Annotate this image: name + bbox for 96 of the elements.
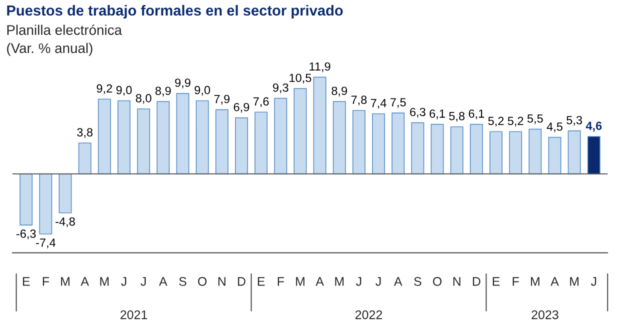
x-tick-label: O xyxy=(432,277,442,286)
bar xyxy=(490,131,502,174)
data-label: 4,5 xyxy=(546,122,562,132)
text: 2023 xyxy=(532,310,558,320)
bar xyxy=(234,117,248,174)
bar xyxy=(372,113,386,174)
bar xyxy=(411,122,424,174)
text: 2021 xyxy=(120,310,148,320)
y-axis-title: (Var. % anual) xyxy=(7,42,92,56)
data-label: 7,9 xyxy=(214,94,230,105)
data-label: 8,9 xyxy=(155,86,171,96)
x-tick-label: J xyxy=(376,277,381,286)
x-tick-label: S xyxy=(414,277,422,286)
data-label: 7,6 xyxy=(253,97,269,108)
x-tick-label: O xyxy=(198,277,207,286)
x-tick-label: A xyxy=(316,277,324,286)
x-tick-label: A xyxy=(159,277,168,286)
bar xyxy=(156,101,170,174)
x-tick-label: F xyxy=(42,277,49,286)
bar xyxy=(176,93,190,174)
bar xyxy=(39,173,52,234)
bar xyxy=(587,136,600,174)
x-tick-label: M xyxy=(335,277,344,286)
data-label: 9,0 xyxy=(116,86,132,96)
x-tick-label: A xyxy=(394,277,402,286)
data-label: -6,3 xyxy=(16,230,36,240)
bar xyxy=(568,130,581,174)
data-label: 8,0 xyxy=(136,94,152,104)
data-label: 4,6 xyxy=(586,122,602,132)
bar xyxy=(528,128,542,174)
bar xyxy=(332,101,346,174)
data-label: 7,8 xyxy=(351,96,367,106)
chart-subtitle: Planilla electrónica xyxy=(7,24,122,35)
data-label: 7,4 xyxy=(370,99,386,109)
data-label: 6,1 xyxy=(468,109,484,120)
x-tick-label: E xyxy=(492,277,500,286)
x-tick-label: A xyxy=(550,277,559,286)
bar xyxy=(548,136,562,174)
bar xyxy=(137,108,150,174)
bar xyxy=(313,76,326,174)
x-tick-label: N xyxy=(453,277,460,286)
data-label: 6,1 xyxy=(430,109,445,120)
x-tick-label: M xyxy=(61,277,70,286)
data-label: 5,8 xyxy=(449,112,465,122)
data-label: 9,9 xyxy=(175,78,190,88)
bar xyxy=(98,98,111,174)
data-label: 5,2 xyxy=(488,116,504,127)
data-label: 11,9 xyxy=(310,62,330,72)
data-label: 6,9 xyxy=(234,102,250,113)
data-label: -4,8 xyxy=(56,217,75,228)
x-tick-label: F xyxy=(278,277,284,286)
x-tick-label: J xyxy=(140,277,146,286)
bar xyxy=(215,109,228,174)
x-tick-label: A xyxy=(80,277,89,286)
data-label: 9,2 xyxy=(96,84,112,94)
bar xyxy=(450,126,464,174)
bar xyxy=(352,110,366,174)
x-tick-label: M xyxy=(530,277,540,286)
data-label: 5,5 xyxy=(527,114,543,124)
x-tick-label: J xyxy=(121,277,126,286)
x-tick-label: M xyxy=(100,277,109,286)
chart-title: Puestos de trabajo formales en el sector privado xyxy=(7,4,343,19)
x-tick-label: E xyxy=(258,277,265,286)
x-tick-label: N xyxy=(218,277,226,286)
x-tick-label: E xyxy=(22,277,30,286)
bar xyxy=(392,112,405,174)
data-label: 6,3 xyxy=(410,108,426,118)
data-label: 9,0 xyxy=(194,86,210,96)
bar xyxy=(58,173,72,214)
data-label: 8,9 xyxy=(332,86,348,96)
x-tick-label: J xyxy=(356,277,362,286)
bar xyxy=(196,100,209,174)
bar xyxy=(78,142,92,174)
bar xyxy=(509,131,522,174)
bar xyxy=(118,100,130,174)
bar xyxy=(274,98,288,174)
bar xyxy=(294,88,307,174)
data-label: 10,5 xyxy=(290,74,312,84)
bar xyxy=(470,124,483,174)
data-label: 3,8 xyxy=(77,128,93,138)
x-tick-label: J xyxy=(590,277,596,286)
data-label: 7,5 xyxy=(390,98,406,108)
x-tick-label: S xyxy=(179,277,186,286)
x-tick-label: M xyxy=(570,277,578,286)
bar xyxy=(20,173,33,226)
data-label: 5,2 xyxy=(508,116,524,127)
bar xyxy=(254,112,268,174)
data-label: 9,3 xyxy=(272,83,288,94)
x-tick-label: F xyxy=(512,277,519,286)
data-label: -7,4 xyxy=(36,238,56,248)
text: 2022 xyxy=(355,310,382,320)
bar xyxy=(430,124,444,174)
data-label: 5,3 xyxy=(566,116,582,126)
x-tick-label: D xyxy=(238,277,246,286)
x-tick-label: D xyxy=(472,277,480,286)
x-tick-label: M xyxy=(296,277,304,286)
